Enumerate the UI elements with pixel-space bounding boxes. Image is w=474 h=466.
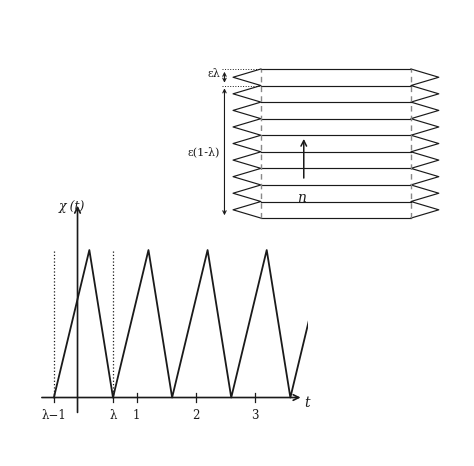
Text: λ−1: λ−1 — [42, 409, 66, 422]
Text: ελ: ελ — [208, 69, 220, 79]
Text: 3: 3 — [251, 409, 259, 422]
Text: λ: λ — [109, 409, 117, 422]
Text: 2: 2 — [192, 409, 200, 422]
Text: 1: 1 — [133, 409, 140, 422]
Text: χ (t): χ (t) — [59, 200, 85, 213]
Text: n: n — [297, 191, 306, 205]
Text: t: t — [304, 397, 310, 411]
Text: ε(1-λ): ε(1-λ) — [188, 146, 220, 157]
